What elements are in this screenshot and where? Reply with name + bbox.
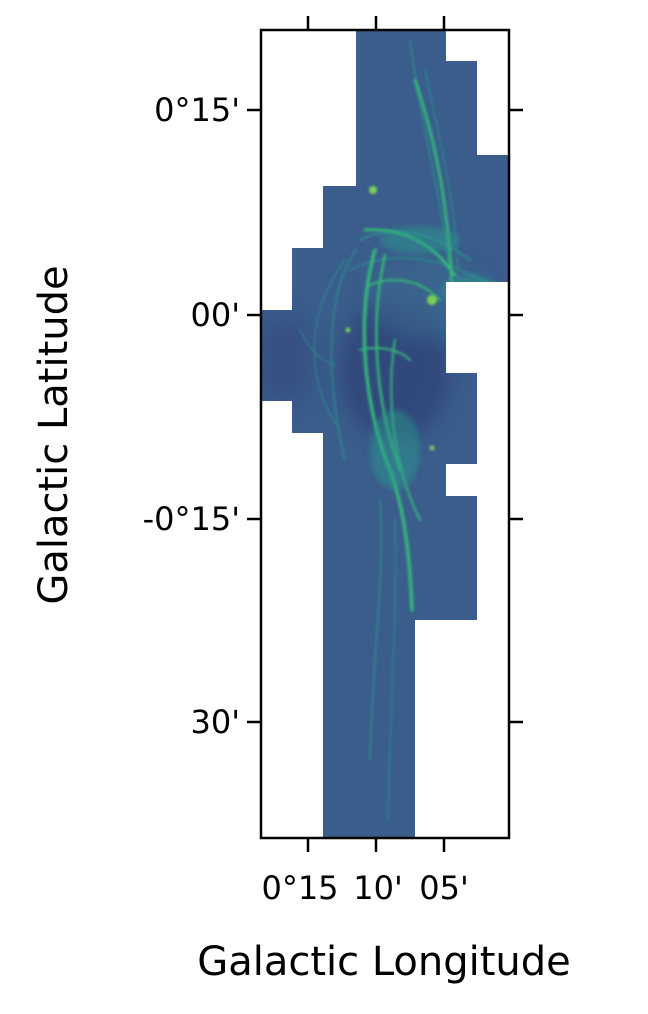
y-tick-label: -0°15' bbox=[143, 500, 240, 538]
radio-image bbox=[261, 30, 509, 838]
axes-frame bbox=[259, 28, 511, 840]
y-tick-label: 0°15' bbox=[154, 91, 240, 129]
y-tick-label: 30' bbox=[190, 703, 240, 741]
x-tick-label: 05' bbox=[419, 869, 469, 907]
y-axis-title: Galactic Latitude bbox=[31, 265, 77, 604]
tick-marks bbox=[247, 16, 523, 852]
y-tick-label: 00' bbox=[190, 296, 240, 334]
x-tick-label: 10' bbox=[353, 869, 403, 907]
x-tick-label: 0°15 bbox=[261, 869, 338, 907]
x-axis-title: Galactic Longitude bbox=[197, 939, 571, 985]
